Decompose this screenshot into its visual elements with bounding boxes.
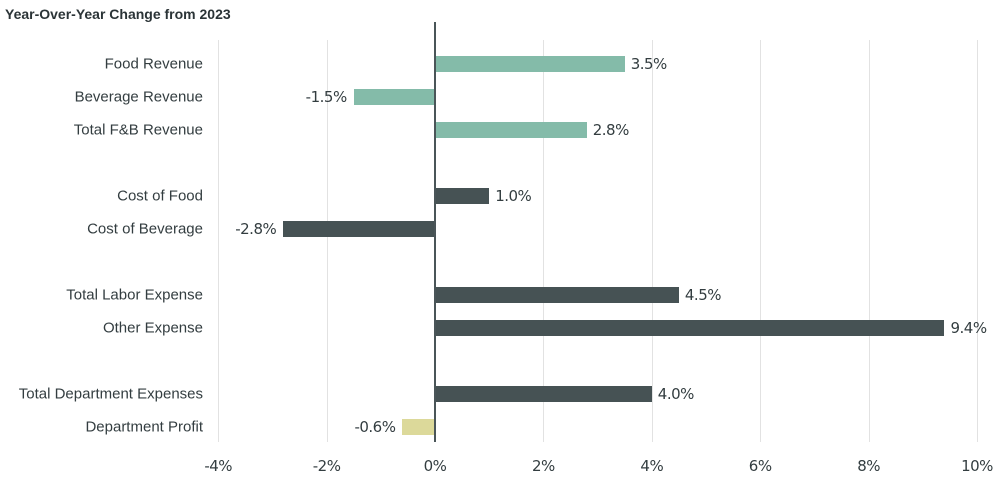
category-label: Beverage Revenue bbox=[74, 88, 203, 106]
bar-cost bbox=[435, 386, 652, 402]
gridline bbox=[977, 40, 978, 442]
x-tick-label: 6% bbox=[748, 457, 772, 475]
chart-title: Year-Over-Year Change from 2023 bbox=[5, 6, 231, 22]
gridline bbox=[218, 40, 220, 442]
category-label: Other Expense bbox=[102, 319, 203, 337]
bar-revenue bbox=[435, 122, 587, 138]
gridline bbox=[868, 40, 870, 442]
value-label: -2.8% bbox=[235, 220, 277, 238]
category-label: Cost of Beverage bbox=[87, 220, 203, 238]
zero-axis-line bbox=[434, 22, 436, 442]
bar-cost bbox=[283, 221, 435, 237]
value-label: 4.0% bbox=[657, 385, 695, 403]
category-label: Cost of Food bbox=[117, 187, 203, 205]
value-label: -0.6% bbox=[354, 418, 396, 436]
value-label: 9.4% bbox=[950, 319, 987, 337]
x-tick-label: 2% bbox=[531, 457, 555, 475]
gridline bbox=[543, 40, 545, 442]
value-label: 3.5% bbox=[630, 55, 668, 73]
bar-profit bbox=[402, 419, 435, 435]
category-label: Food Revenue bbox=[104, 55, 203, 73]
value-label: -1.5% bbox=[305, 88, 348, 106]
bar-cost bbox=[435, 320, 945, 336]
gridline bbox=[326, 40, 328, 442]
category-label: Total Labor Expense bbox=[66, 286, 203, 304]
value-label: 4.5% bbox=[684, 286, 722, 304]
category-label: Total Department Expenses bbox=[18, 385, 203, 403]
bar-cost bbox=[435, 188, 490, 204]
bar-revenue bbox=[353, 89, 435, 105]
x-tick-label: -2% bbox=[312, 457, 341, 475]
category-label: Total F&B Revenue bbox=[73, 121, 203, 139]
x-tick-label: 4% bbox=[640, 457, 664, 475]
value-label: 2.8% bbox=[592, 121, 630, 139]
x-tick-label: 10% bbox=[961, 457, 993, 475]
bar-cost bbox=[435, 287, 679, 303]
gridline bbox=[651, 40, 653, 442]
x-tick-label: 8% bbox=[857, 457, 880, 475]
gridline bbox=[760, 40, 762, 442]
x-tick-label: 0% bbox=[423, 457, 447, 475]
bar-revenue bbox=[435, 56, 625, 72]
category-label: Department Profit bbox=[85, 418, 203, 436]
value-label: 1.0% bbox=[495, 187, 532, 205]
x-tick-label: -4% bbox=[204, 457, 233, 475]
